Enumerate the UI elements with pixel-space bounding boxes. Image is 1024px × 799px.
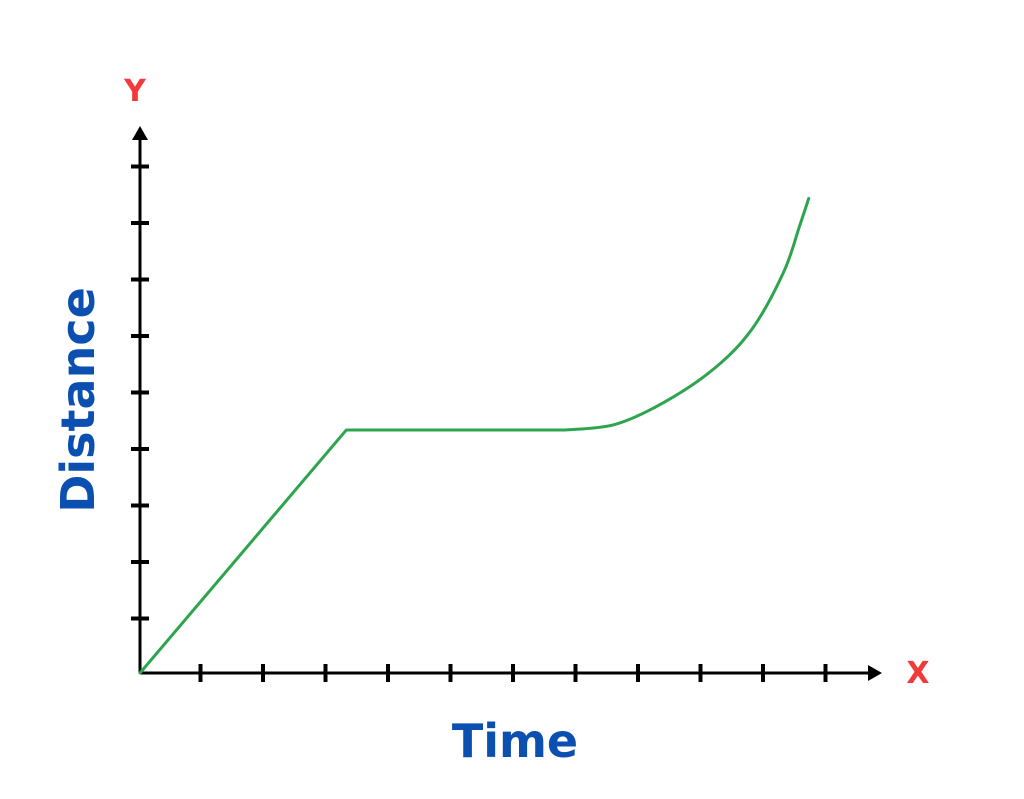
y-axis-letter: Y bbox=[123, 74, 147, 109]
series-line-1 bbox=[138, 196, 811, 675]
x-axis-title: Time bbox=[452, 714, 578, 768]
y-axis-arrow-icon bbox=[132, 126, 148, 140]
series-group bbox=[138, 196, 811, 675]
x-axis-arrow-icon bbox=[868, 665, 882, 681]
axis-ticks bbox=[131, 164, 828, 682]
y-axis-title: Distance bbox=[51, 287, 105, 513]
x-axis-letter: X bbox=[906, 656, 929, 691]
